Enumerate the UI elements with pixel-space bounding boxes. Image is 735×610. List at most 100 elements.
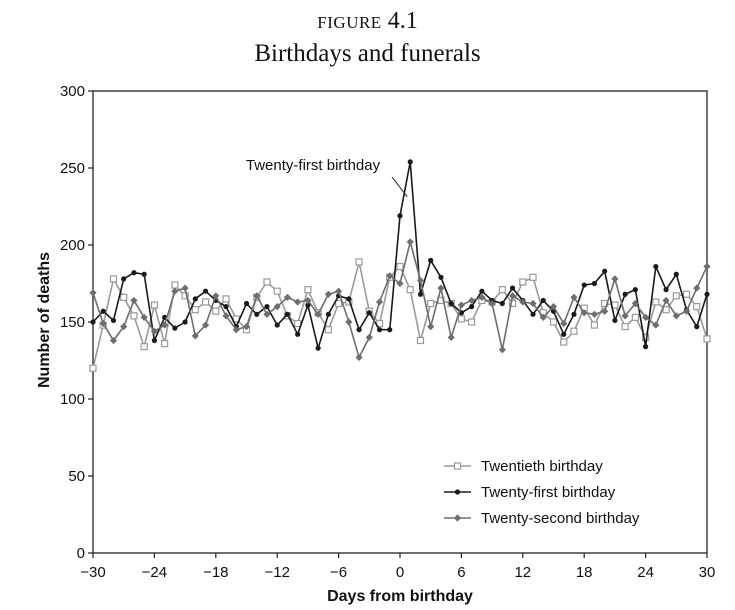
data-point (110, 317, 117, 324)
data-point (652, 298, 660, 306)
data-point (417, 291, 424, 297)
data-point (120, 323, 128, 331)
data-point (631, 313, 639, 321)
data-point (663, 287, 669, 293)
data-point (457, 301, 465, 309)
data-point (406, 238, 414, 246)
figure-number-value: 4.1 (387, 8, 418, 34)
data-point (191, 306, 199, 314)
data-point (264, 304, 270, 310)
y-tick-label: 0 (77, 545, 85, 562)
data-point (673, 271, 679, 277)
legend-marker (453, 514, 462, 522)
x-tick-label: −30 (80, 564, 105, 581)
data-point (356, 327, 362, 333)
data-point (652, 321, 660, 329)
x-tick-label: 12 (514, 564, 531, 581)
legend-entry: Twenty-second birthday (444, 510, 640, 527)
data-point (601, 307, 609, 315)
data-point (294, 319, 302, 328)
data-point (324, 326, 332, 334)
data-point (703, 262, 711, 271)
data-point (621, 312, 629, 320)
legend: Twentieth birthday Twenty-first birthday T… (444, 458, 640, 527)
x-axis-label: Days from birthday (327, 588, 473, 605)
series-twenty-second-birthday (89, 238, 711, 362)
figure-number: FIGURE 4.1 (0, 8, 735, 35)
data-point (479, 288, 485, 294)
data-point (223, 304, 229, 310)
data-point (560, 319, 568, 328)
data-point (315, 345, 321, 351)
data-point (90, 319, 96, 325)
data-point (561, 331, 567, 337)
data-point (682, 290, 691, 298)
data-point (171, 287, 179, 295)
data-point (653, 263, 659, 270)
x-tick-label: 6 (457, 564, 465, 581)
data-point (253, 292, 261, 300)
data-point (570, 293, 578, 301)
data-point (622, 291, 628, 297)
legend-entry: Twentieth birthday (444, 458, 603, 475)
data-point (672, 292, 680, 300)
data-point (703, 335, 711, 343)
data-point (161, 321, 169, 329)
data-point (397, 213, 403, 219)
data-point (632, 287, 638, 293)
data-point (602, 268, 608, 274)
x-tick-label: 0 (396, 564, 404, 581)
data-point (386, 272, 394, 280)
data-point (693, 284, 701, 292)
data-point (621, 323, 629, 331)
legend-marker (453, 462, 462, 470)
data-point (416, 336, 425, 345)
data-point (693, 303, 701, 311)
data-point (294, 298, 302, 306)
data-point (99, 319, 107, 328)
data-point (407, 159, 413, 165)
data-point (590, 310, 599, 318)
data-point (631, 299, 639, 308)
data-point (314, 310, 322, 318)
data-point (325, 311, 331, 317)
legend-marker (454, 489, 461, 495)
legend-label: Twentieth birthday (481, 458, 603, 475)
legend-entry: Twenty-first birthday (444, 484, 616, 501)
data-point (131, 270, 137, 276)
data-point (448, 300, 454, 307)
data-point (447, 333, 455, 341)
data-point (539, 313, 547, 321)
data-point (295, 331, 301, 337)
data-point (590, 321, 599, 329)
data-point (283, 293, 292, 301)
legend-label: Twenty-first birthday (481, 484, 616, 501)
data-point (201, 321, 210, 329)
data-point (396, 279, 404, 288)
x-tick-label: −18 (203, 564, 228, 581)
data-point (232, 326, 240, 334)
data-point (222, 295, 230, 303)
data-point (672, 312, 680, 320)
data-point (100, 308, 106, 314)
data-point (304, 286, 312, 294)
data-point (130, 312, 138, 320)
series-line (92, 241, 708, 359)
data-point (643, 344, 649, 350)
data-point (324, 290, 332, 298)
data-point (530, 311, 536, 317)
data-point (366, 310, 372, 316)
data-point (120, 293, 128, 301)
data-point (181, 284, 189, 292)
data-point (694, 324, 700, 330)
data-point (304, 296, 312, 305)
data-point (242, 323, 251, 331)
x-tick-label: 18 (576, 564, 593, 581)
y-tick-label: 50 (68, 468, 85, 485)
data-point (212, 307, 220, 315)
data-point (274, 322, 280, 328)
y-tick-label: 150 (60, 314, 85, 331)
data-point (570, 327, 578, 335)
x-tick-label: −24 (142, 564, 167, 581)
